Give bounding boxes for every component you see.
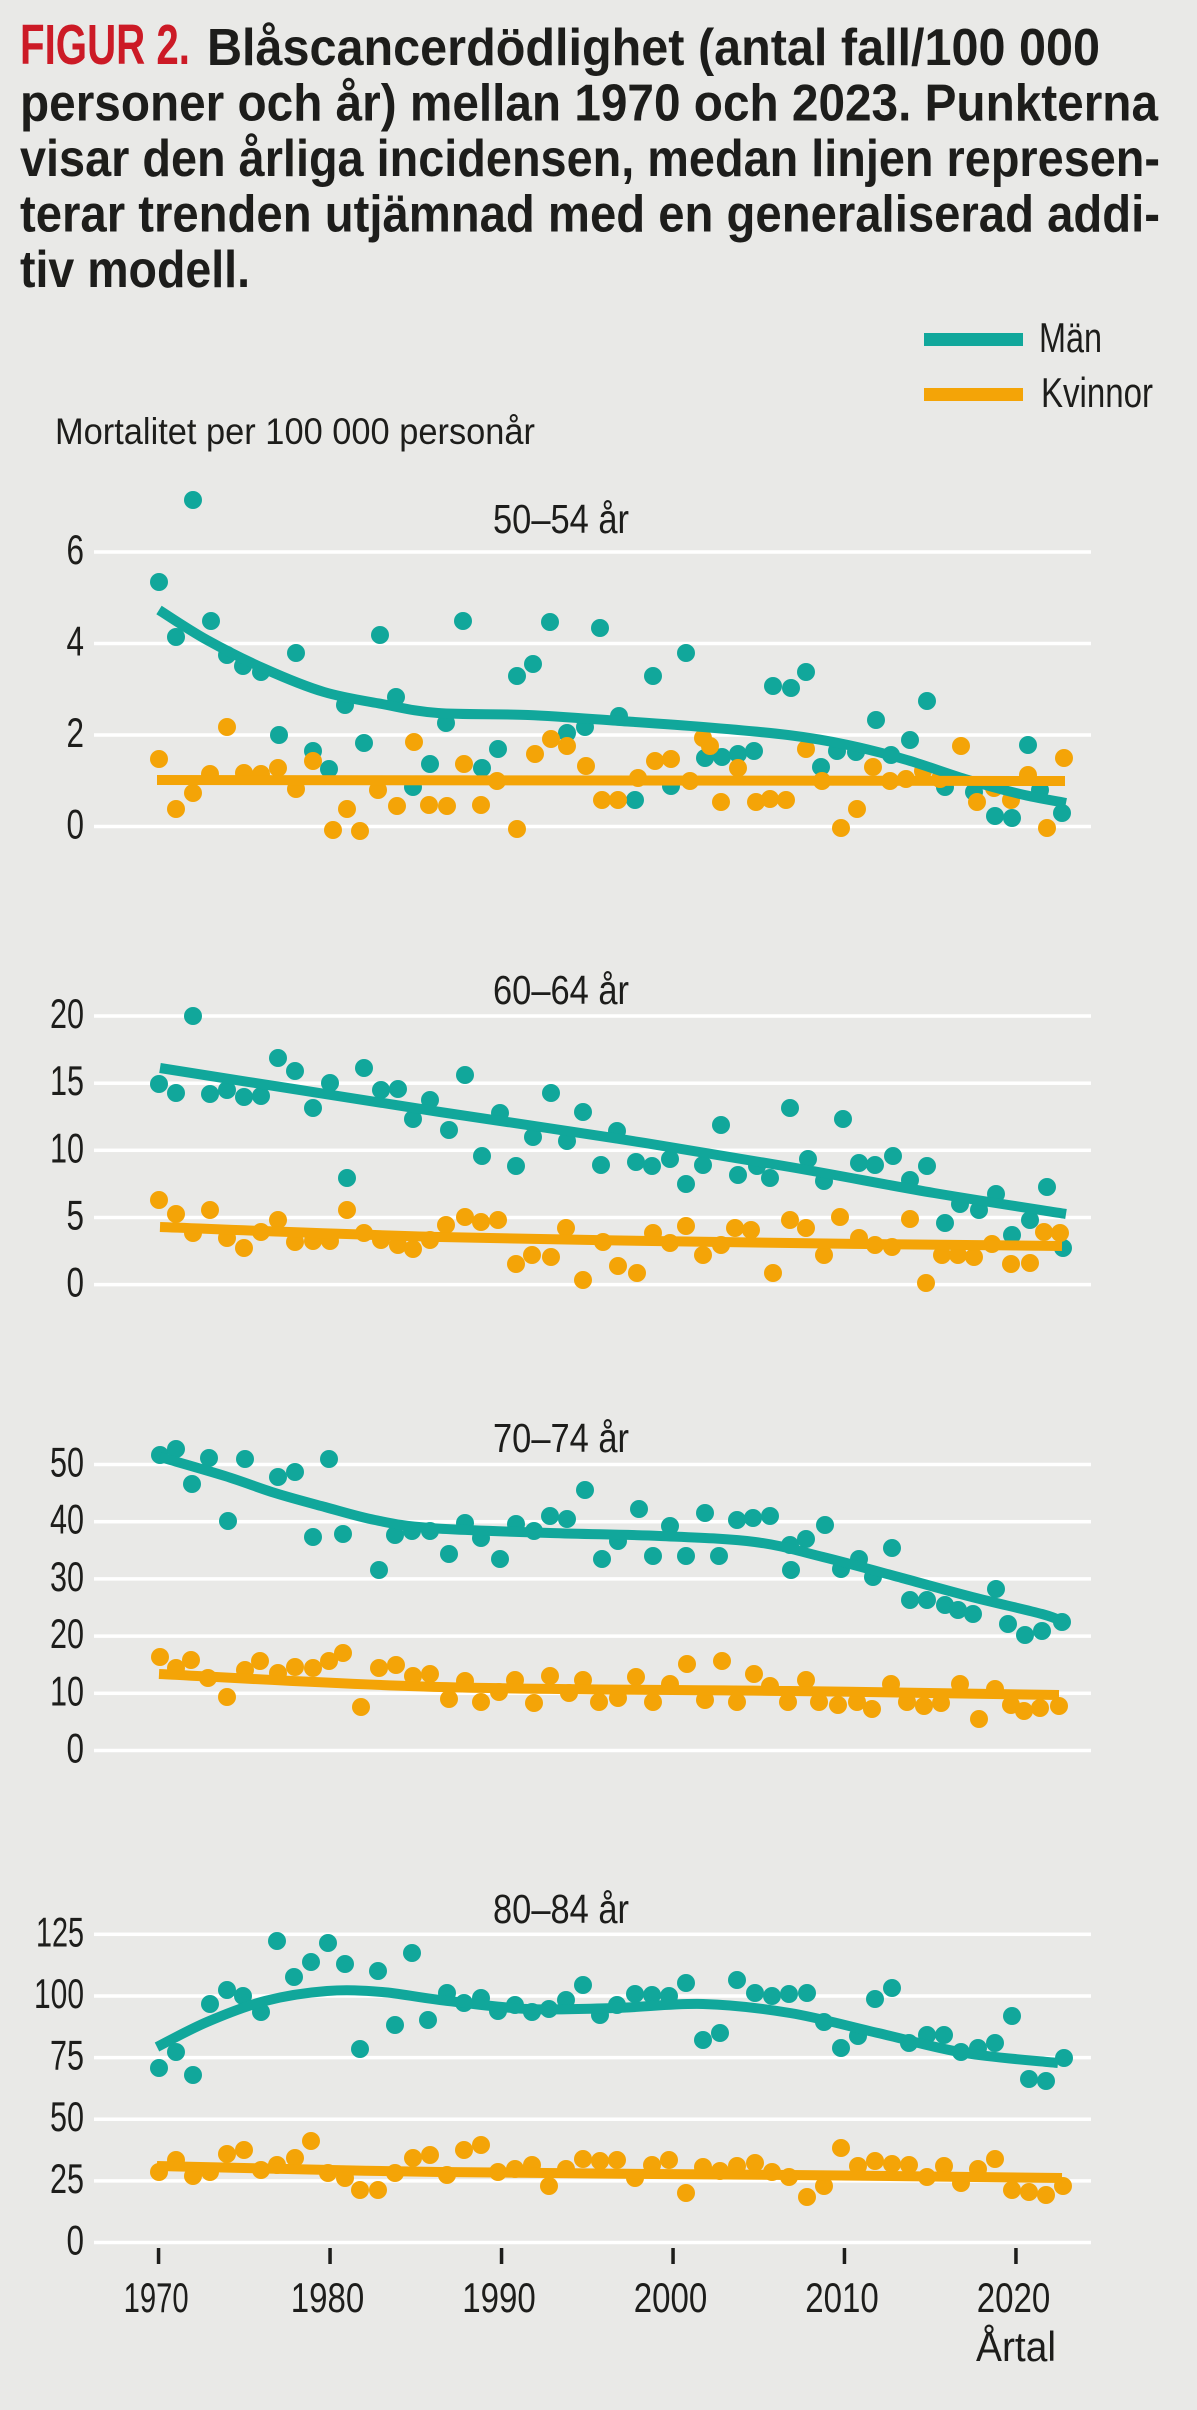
- svg-text:15: 15: [50, 1057, 84, 1104]
- svg-text:Blåscancerdödlighet (antal fal: Blåscancerdödlighet (antal fall/100 000: [207, 19, 1100, 77]
- svg-text:0: 0: [67, 2217, 85, 2264]
- svg-text:80–84 år: 80–84 år: [493, 1886, 629, 1932]
- svg-text:50: 50: [50, 2093, 84, 2140]
- svg-text:50: 50: [50, 1439, 84, 1486]
- svg-text:10: 10: [50, 1667, 84, 1714]
- svg-text:0: 0: [67, 1259, 85, 1306]
- svg-text:Mortalitet per 100 000 personå: Mortalitet per 100 000 personår: [55, 411, 535, 452]
- svg-text:30: 30: [50, 1553, 84, 1600]
- svg-text:40: 40: [50, 1496, 84, 1543]
- svg-text:1990: 1990: [462, 2274, 536, 2321]
- svg-text:tiv modell.: tiv modell.: [20, 241, 250, 299]
- svg-text:60–64 år: 60–64 år: [493, 967, 629, 1013]
- svg-text:personer och år) mellan 1970 o: personer och år) mellan 1970 och 2023. P…: [20, 75, 1159, 133]
- svg-text:10: 10: [50, 1124, 84, 1171]
- svg-text:Årtal: Årtal: [976, 2323, 1056, 2370]
- svg-text:1970: 1970: [124, 2274, 189, 2321]
- svg-text:Män: Män: [1039, 314, 1102, 361]
- svg-text:20: 20: [50, 1610, 84, 1657]
- svg-text:50–54 år: 50–54 år: [493, 496, 629, 542]
- svg-text:terar trenden utjämnad med en: terar trenden utjämnad med en generalise…: [20, 186, 1160, 244]
- svg-text:2010: 2010: [805, 2274, 879, 2321]
- svg-text:100: 100: [34, 1970, 84, 2017]
- svg-text:FIGUR 2.: FIGUR 2.: [20, 13, 190, 77]
- svg-text:visar den årliga incidensen, m: visar den årliga incidensen, medan linje…: [20, 130, 1160, 188]
- svg-text:Kvinnor: Kvinnor: [1041, 369, 1153, 416]
- svg-text:2: 2: [67, 709, 85, 756]
- svg-text:4: 4: [67, 618, 85, 665]
- svg-text:75: 75: [50, 2032, 84, 2079]
- svg-text:0: 0: [67, 1725, 85, 1772]
- svg-text:70–74 år: 70–74 år: [493, 1415, 629, 1461]
- svg-text:25: 25: [50, 2155, 84, 2202]
- svg-text:6: 6: [67, 526, 85, 573]
- svg-text:2000: 2000: [634, 2274, 708, 2321]
- svg-text:125: 125: [36, 1908, 84, 1955]
- svg-text:0: 0: [67, 801, 85, 848]
- svg-text:5: 5: [67, 1192, 85, 1239]
- svg-text:1980: 1980: [291, 2274, 365, 2321]
- svg-text:20: 20: [50, 990, 84, 1037]
- svg-text:2020: 2020: [977, 2274, 1050, 2321]
